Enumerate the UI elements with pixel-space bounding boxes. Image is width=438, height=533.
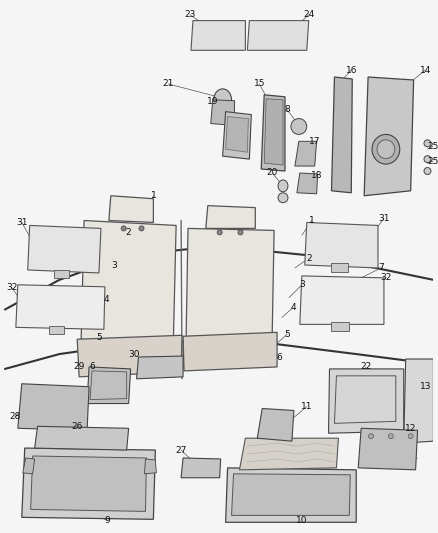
Ellipse shape (424, 140, 431, 147)
Polygon shape (404, 359, 434, 443)
Text: 3: 3 (299, 280, 305, 289)
Polygon shape (332, 77, 352, 193)
Ellipse shape (214, 89, 232, 111)
Ellipse shape (121, 226, 126, 231)
Text: 25: 25 (428, 157, 438, 166)
Polygon shape (22, 448, 155, 519)
Ellipse shape (217, 230, 222, 235)
Ellipse shape (278, 193, 288, 203)
Ellipse shape (291, 118, 307, 134)
Polygon shape (247, 21, 309, 50)
Polygon shape (264, 99, 283, 165)
Polygon shape (16, 285, 105, 329)
Text: 27: 27 (175, 446, 187, 455)
Polygon shape (87, 367, 131, 403)
Polygon shape (300, 276, 384, 325)
Polygon shape (332, 322, 349, 332)
Ellipse shape (424, 167, 431, 174)
Text: 29: 29 (74, 362, 85, 372)
Polygon shape (364, 77, 413, 196)
Polygon shape (232, 474, 350, 515)
Text: 22: 22 (360, 362, 372, 372)
Text: 17: 17 (309, 137, 321, 146)
Polygon shape (206, 206, 255, 229)
Text: 32: 32 (380, 273, 392, 282)
Polygon shape (54, 270, 69, 278)
Ellipse shape (377, 140, 395, 159)
Polygon shape (109, 196, 153, 222)
Polygon shape (332, 263, 348, 272)
Text: 24: 24 (303, 10, 314, 19)
Polygon shape (223, 111, 251, 159)
Polygon shape (35, 426, 129, 450)
Ellipse shape (369, 434, 374, 439)
Text: 32: 32 (6, 283, 18, 292)
Text: 6: 6 (276, 352, 282, 361)
Text: 2: 2 (306, 254, 311, 263)
Text: 1: 1 (151, 191, 156, 200)
Text: 19: 19 (207, 97, 219, 106)
Ellipse shape (372, 134, 400, 164)
Text: 26: 26 (71, 422, 83, 431)
Text: 11: 11 (301, 402, 312, 411)
Text: 4: 4 (290, 303, 296, 312)
Text: 9: 9 (104, 516, 110, 525)
Polygon shape (181, 458, 221, 478)
Ellipse shape (389, 434, 393, 439)
Polygon shape (31, 456, 146, 511)
Text: 1: 1 (309, 216, 314, 225)
Text: 21: 21 (162, 79, 174, 88)
Polygon shape (297, 173, 318, 194)
Text: 31: 31 (378, 214, 390, 223)
Polygon shape (305, 222, 378, 268)
Text: 15: 15 (254, 79, 265, 88)
Text: 25: 25 (428, 142, 438, 151)
Ellipse shape (139, 226, 144, 231)
Text: 5: 5 (96, 333, 102, 342)
Text: 4: 4 (104, 295, 110, 304)
Polygon shape (186, 229, 274, 341)
Polygon shape (358, 429, 417, 470)
Text: 13: 13 (420, 382, 431, 391)
Text: 7: 7 (378, 263, 384, 272)
Ellipse shape (424, 156, 431, 163)
Text: 12: 12 (405, 424, 417, 433)
Polygon shape (49, 326, 64, 334)
Ellipse shape (238, 230, 243, 235)
Polygon shape (240, 438, 339, 470)
Polygon shape (137, 356, 183, 379)
Polygon shape (28, 225, 101, 273)
Text: 28: 28 (9, 412, 21, 421)
Text: 18: 18 (311, 172, 322, 181)
Ellipse shape (408, 434, 413, 439)
Polygon shape (81, 221, 176, 349)
Polygon shape (191, 21, 245, 50)
Text: 6: 6 (89, 362, 95, 372)
Text: 5: 5 (284, 330, 290, 339)
Text: 8: 8 (284, 105, 290, 114)
Text: 16: 16 (346, 66, 357, 75)
Text: 14: 14 (420, 66, 431, 75)
Polygon shape (183, 332, 277, 371)
Polygon shape (23, 458, 35, 474)
Polygon shape (18, 384, 89, 430)
Text: 23: 23 (184, 10, 196, 19)
Text: 2: 2 (126, 228, 131, 237)
Text: 10: 10 (296, 516, 307, 525)
Text: 31: 31 (16, 218, 28, 227)
Polygon shape (77, 335, 182, 377)
Polygon shape (261, 95, 285, 171)
Polygon shape (257, 408, 294, 441)
Polygon shape (226, 117, 248, 152)
Ellipse shape (278, 180, 288, 192)
Polygon shape (295, 141, 317, 166)
Text: 3: 3 (111, 261, 117, 270)
Polygon shape (328, 369, 404, 433)
Text: 20: 20 (266, 168, 278, 177)
Polygon shape (226, 468, 356, 522)
Text: 30: 30 (128, 350, 139, 359)
Polygon shape (145, 459, 156, 474)
Polygon shape (211, 100, 234, 125)
